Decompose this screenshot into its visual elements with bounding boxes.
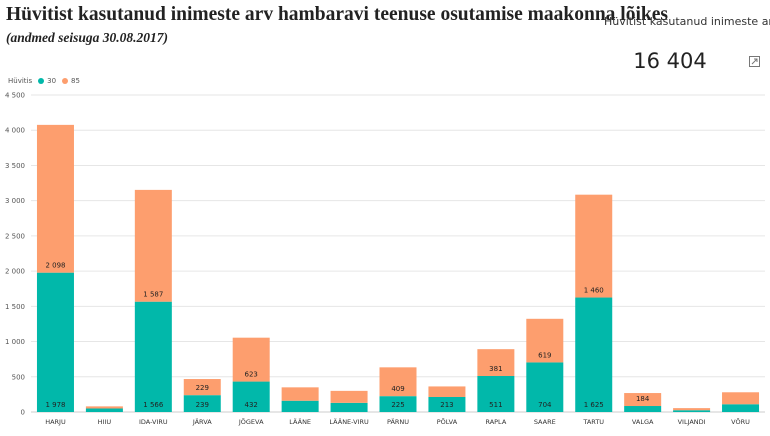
x-tick-label: SAARE <box>534 418 556 426</box>
legend-swatch-30 <box>38 78 45 84</box>
legend-label-30[interactable]: 30 <box>47 77 57 85</box>
data-label: 409 <box>391 385 404 393</box>
x-tick-label: HARJU <box>45 418 66 426</box>
x-tick-label: LÄÄNE-VIRU <box>329 417 369 426</box>
bar-segment-30[interactable] <box>379 396 417 412</box>
data-label: 239 <box>196 401 209 409</box>
data-label: 511 <box>489 401 502 409</box>
bar-segment-30[interactable] <box>624 406 662 412</box>
data-label: 1 625 <box>584 401 604 409</box>
y-tick-label: 0 <box>21 409 25 417</box>
y-tick-label: 2 500 <box>5 232 25 240</box>
data-label: 184 <box>636 395 650 403</box>
x-tick-label: VILJANDI <box>678 418 706 426</box>
kpi-label: Hüvitist kasutanud inimeste arv <box>604 15 770 28</box>
data-label: 213 <box>440 401 453 409</box>
data-label: 1 587 <box>143 291 163 299</box>
x-tick-label: PÕLVA <box>437 417 458 426</box>
bar-segment-30[interactable] <box>134 301 172 412</box>
data-label: 1 566 <box>143 401 164 409</box>
expand-icon[interactable] <box>749 56 760 67</box>
x-tick-label: JÄRVA <box>192 417 212 426</box>
bar-segment-30[interactable] <box>477 376 515 412</box>
bar-segment-30[interactable] <box>428 396 466 412</box>
bar-segment-85[interactable] <box>722 392 760 405</box>
data-label: 1 978 <box>45 401 65 409</box>
bar-segment-85[interactable] <box>379 367 417 397</box>
bar-segment-30[interactable] <box>673 410 711 412</box>
bar-segment-85[interactable] <box>36 124 74 273</box>
bar-segment-85[interactable] <box>281 387 319 401</box>
data-label: 381 <box>489 365 502 373</box>
bar-segment-85[interactable] <box>575 194 613 298</box>
y-tick-label: 4 500 <box>5 92 25 100</box>
x-tick-label: IDA-VIRU <box>139 418 168 426</box>
x-tick-label: JÕGEVA <box>238 417 264 426</box>
chart-title: Hüvitist kasutanud inimeste arv hambarav… <box>6 4 668 25</box>
bar-segment-30[interactable] <box>232 381 270 412</box>
x-tick-label: TARTU <box>582 418 604 426</box>
bar-segment-85[interactable] <box>428 386 466 397</box>
x-tick-label: PÄRNU <box>387 417 409 426</box>
y-tick-label: 1 500 <box>5 303 25 311</box>
bar-segment-85[interactable] <box>330 390 368 403</box>
x-tick-label: VALGA <box>632 418 654 426</box>
kpi-value: 16 404 <box>633 49 707 73</box>
data-label: 229 <box>196 384 209 392</box>
data-label: 432 <box>245 401 258 409</box>
bar-segment-30[interactable] <box>183 395 221 412</box>
y-tick-label: 3 500 <box>5 162 25 170</box>
data-label: 2 098 <box>45 262 65 270</box>
y-tick-label: 1 000 <box>5 338 25 346</box>
bar-segment-85[interactable] <box>134 189 172 302</box>
bar-segment-85[interactable] <box>526 318 564 363</box>
data-label: 623 <box>245 371 258 379</box>
bar-segment-30[interactable] <box>575 297 613 412</box>
y-tick-label: 3 000 <box>5 197 25 205</box>
x-tick-label: HIIU <box>98 418 112 426</box>
data-label: 1 460 <box>584 287 604 295</box>
bar-segment-85[interactable] <box>85 406 123 409</box>
x-tick-label: VÕRU <box>731 417 750 426</box>
y-tick-label: 4 000 <box>5 127 25 135</box>
bar-segment-30[interactable] <box>85 408 123 412</box>
bar-segment-85[interactable] <box>477 349 515 377</box>
data-label: 225 <box>391 401 404 409</box>
bar-segment-85[interactable] <box>183 379 221 396</box>
bar-segment-30[interactable] <box>36 272 74 412</box>
bar-segment-30[interactable] <box>330 402 368 412</box>
bar-segment-85[interactable] <box>624 393 662 407</box>
legend: Hüvitis 30 85 <box>8 77 80 85</box>
bar-segment-85[interactable] <box>232 337 270 382</box>
chart-subtitle: (andmed seisuga 30.08.2017) <box>6 30 168 45</box>
bar-segment-85[interactable] <box>673 408 711 411</box>
y-tick-label: 500 <box>12 373 25 381</box>
bar-segment-30[interactable] <box>722 404 760 412</box>
x-tick-label: LÄÄNE <box>289 417 311 426</box>
legend-title: Hüvitis <box>8 77 33 85</box>
bar-segment-30[interactable] <box>526 362 564 412</box>
legend-label-85[interactable]: 85 <box>71 77 80 85</box>
x-tick-label: RAPLA <box>485 418 506 426</box>
data-label: 619 <box>538 351 551 359</box>
data-label: 704 <box>538 401 552 409</box>
bar-segment-30[interactable] <box>281 400 319 412</box>
legend-swatch-85 <box>62 78 69 84</box>
y-tick-label: 2 000 <box>5 268 25 276</box>
